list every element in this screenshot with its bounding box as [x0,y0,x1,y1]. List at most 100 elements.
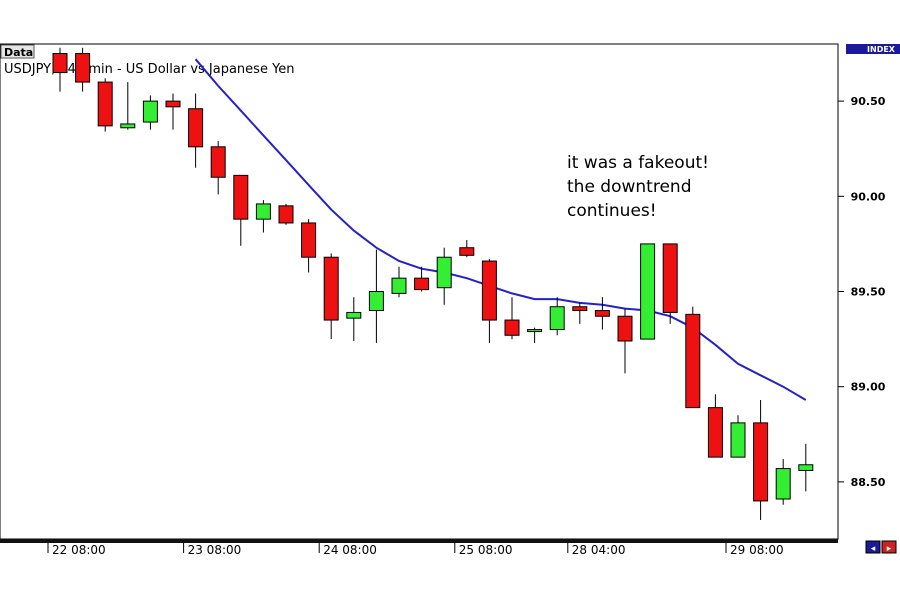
x-tick-label: 25 08:00 [459,543,513,557]
candle [414,266,430,292]
candle [210,141,226,195]
candle [233,174,249,246]
candle-body-bear [52,53,68,74]
candle-body-bear [753,422,769,502]
candle-body-bear [594,310,610,317]
candle-body-bear [75,53,91,83]
candle-body-bear [301,222,317,258]
candle-body-bear [617,315,633,342]
candle-body-bear [504,319,520,336]
candle [255,200,271,233]
candle [436,247,452,305]
candle-body-bull [120,123,136,129]
scroll-left-icon: ◂ [871,544,876,554]
candle-body-bull [368,291,384,312]
candle-body-bear [97,81,113,127]
candle [142,95,158,130]
candle-body-bull [391,277,407,294]
candle-body-bull [730,422,746,458]
data-tag-box [0,44,35,59]
annotation-line-2: the downtrend [567,177,691,197]
candle [188,93,204,168]
annotation-line-3: continues! [567,201,657,221]
candle [753,400,769,520]
candle-body-bear [662,243,678,313]
y-tick-label: 89.00 [851,381,886,394]
candle-body-bull [549,306,565,331]
candle [165,93,181,130]
candle [572,302,588,324]
candle [301,219,317,273]
candle-body-bear [459,247,475,256]
candle-body-bull [436,256,452,289]
candle-body-bear [572,306,588,312]
candle-body-bull [640,243,656,340]
y-axis: 90.50 90.00 89.50 89.00 88.50 [838,95,886,489]
scroll-right-icon: ▸ [887,544,892,554]
plot-area [0,43,839,540]
data-tag: Data [4,46,33,59]
candle [662,243,678,324]
y-tick-label: 90.50 [851,95,886,108]
candle-body-bear [481,260,497,321]
candles-layer [52,47,814,520]
chart-title: USDJPY, 240 min - US Dollar vs Japanese … [4,62,295,77]
moving-average-line [194,58,807,401]
time-axis-bar [0,539,838,543]
candle-body-bear [233,174,249,220]
candle [278,203,294,225]
candle-body-bear [685,313,701,409]
candle [640,243,656,340]
moving-average-layer [194,58,807,401]
y-tick-label: 89.50 [851,286,886,299]
x-axis: 22 08:00 23 08:00 24 08:00 25 08:00 28 04:00… [47,543,784,557]
candle [504,297,520,340]
candle [97,78,113,132]
candle [481,259,497,343]
candle-body-bear [707,407,723,458]
candle [527,327,543,343]
scroll-left-button[interactable] [865,540,881,554]
candle-body-bull [255,203,271,220]
y-tick-label: 88.50 [851,476,886,489]
candle [549,297,565,336]
candle [685,306,701,409]
candle-body-bull [142,100,158,123]
y-tick-label: 90.00 [851,190,886,203]
index-label-box [846,44,900,54]
candle-body-bear [165,100,181,108]
candle-body-bull [775,468,791,500]
candle-body-bull [346,311,362,319]
candle [368,249,384,343]
candle [594,297,610,330]
candle [775,459,791,505]
candle [52,47,68,92]
candle [459,240,475,258]
x-tick-label: 23 08:00 [188,543,242,557]
x-tick-label: 28 04:00 [572,543,626,557]
candle-body-bear [210,146,226,178]
x-tick-label: 24 08:00 [323,543,377,557]
candle-body-bear [278,205,294,224]
candle-body-bull [527,329,543,333]
x-tick-label: 22 08:00 [52,543,106,557]
candle [798,443,814,492]
candle [730,415,746,458]
candle-body-bear [323,256,339,321]
candle-body-bear [414,277,430,291]
x-tick-label: 29 08:00 [730,543,784,557]
candle [120,82,136,130]
candle [707,394,723,458]
index-label: INDEX [867,45,896,54]
scroll-right-button[interactable] [881,540,897,554]
candle [323,253,339,340]
candle [346,297,362,341]
candle-body-bull [798,464,814,471]
candle-body-bear [188,108,204,148]
annotation-line-1: it was a fakeout! [567,153,709,173]
candle [391,266,407,298]
candle [75,47,91,92]
candle [617,308,633,374]
